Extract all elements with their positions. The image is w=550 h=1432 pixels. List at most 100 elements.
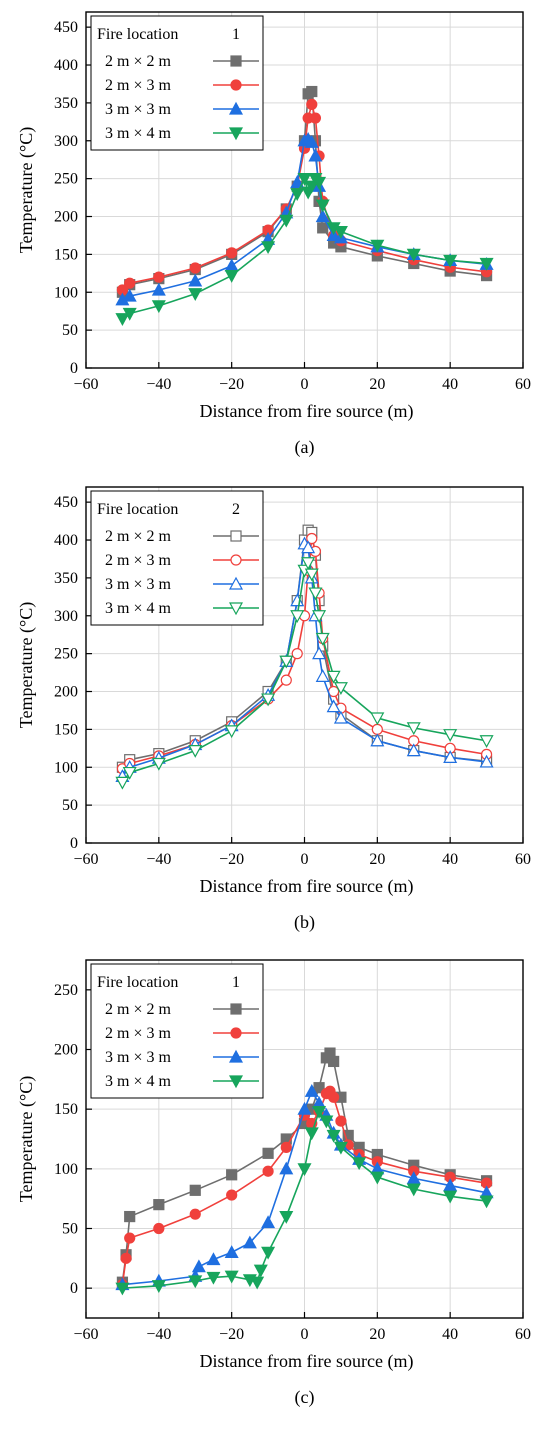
x-tick-label: 60 — [515, 376, 531, 393]
y-tick-label: 250 — [54, 646, 78, 663]
data-point — [333, 682, 348, 695]
data-point — [290, 188, 305, 202]
data-point — [191, 1259, 206, 1273]
y-tick-label: 250 — [54, 982, 78, 999]
series-4 — [115, 173, 494, 327]
series-line — [121, 103, 487, 291]
legend-entry-label: 3 m × 4 m — [105, 125, 171, 142]
y-tick-label: 200 — [54, 209, 78, 226]
data-point — [443, 1178, 458, 1192]
legend-entry-marker — [228, 576, 244, 590]
legend-entry-marker — [230, 1027, 242, 1039]
legend: Fire location 1 2 m × 2 m 2 m × 3 m 3 m × 3 … — [90, 963, 264, 1099]
data-point — [188, 1275, 203, 1289]
data-point — [333, 710, 348, 724]
panel-caption: (c) — [295, 1387, 315, 1408]
x-axis-title: Distance from fire source (m) — [200, 401, 414, 422]
data-point — [153, 271, 165, 283]
data-point — [115, 776, 130, 790]
x-tick-label: 0 — [301, 851, 309, 868]
data-point — [317, 222, 329, 234]
legend-entry-marker — [230, 530, 242, 542]
data-point — [279, 214, 294, 228]
data-point — [291, 648, 303, 660]
data-point — [370, 239, 385, 253]
data-point — [124, 1210, 136, 1223]
data-point — [406, 722, 421, 736]
data-point — [306, 98, 318, 111]
data-point — [188, 273, 203, 287]
series-4 — [115, 557, 494, 790]
data-point — [250, 1276, 265, 1290]
y-tick-label: 250 — [54, 171, 78, 188]
data-point — [406, 1183, 421, 1197]
y-tick-label: 400 — [54, 532, 78, 549]
y-tick-label: 350 — [54, 570, 78, 587]
x-tick-label: −20 — [219, 1326, 244, 1343]
data-point — [479, 1195, 494, 1209]
data-point — [226, 1189, 238, 1201]
data-point — [151, 300, 166, 314]
data-point — [261, 1246, 276, 1260]
x-tick-label: −60 — [73, 851, 98, 868]
legend-index: 2 — [232, 501, 240, 518]
legend-entry-marker — [228, 1075, 244, 1089]
data-point — [206, 1252, 221, 1266]
data-point — [479, 735, 494, 748]
legend-entry-label: 2 m × 3 m — [105, 1025, 171, 1042]
x-tick-label: 60 — [515, 851, 531, 868]
data-point — [224, 725, 239, 739]
y-tick-label: 450 — [54, 19, 78, 36]
data-point — [479, 754, 494, 768]
x-axis-title: Distance from fire source (m) — [200, 1351, 414, 1372]
data-point — [326, 670, 341, 684]
data-point — [306, 85, 318, 98]
data-point — [304, 1127, 319, 1141]
data-point — [224, 269, 239, 283]
data-point — [312, 1105, 327, 1119]
data-point — [297, 1163, 312, 1177]
data-point — [261, 693, 276, 707]
data-point — [242, 1235, 257, 1249]
data-point — [443, 750, 458, 764]
chart-panel-3: 0 50 100 150 200 250 −60 −40 −20 0 20 40 60 Distance … — [16, 959, 531, 1408]
data-point — [124, 1232, 136, 1244]
data-point — [406, 743, 421, 757]
data-point — [261, 241, 276, 255]
data-point — [115, 313, 130, 327]
x-tick-label: −60 — [73, 376, 98, 393]
data-point — [479, 257, 494, 271]
data-point — [370, 1171, 385, 1185]
data-point — [224, 258, 239, 272]
data-point — [290, 175, 305, 189]
y-tick-label: 100 — [54, 759, 78, 776]
y-tick-label: 150 — [54, 721, 78, 738]
data-point — [301, 557, 316, 570]
y-tick-label: 50 — [62, 797, 78, 814]
y-tick-label: 450 — [54, 494, 78, 511]
legend-index: 1 — [232, 974, 240, 991]
data-point — [224, 1245, 239, 1258]
data-point — [153, 1199, 165, 1211]
legend-entry-marker — [230, 55, 242, 67]
y-tick-label: 400 — [54, 57, 78, 74]
legend-entry-label: 3 m × 3 m — [105, 101, 171, 118]
y-tick-label: 50 — [62, 322, 78, 339]
data-point — [304, 135, 319, 148]
x-tick-label: 40 — [442, 376, 458, 393]
chart-panel-1: 0 50 100 150 200 250 300 350 400 450 −60 −40 −20 0 20 4… — [16, 11, 531, 458]
data-point — [297, 1101, 312, 1115]
data-point — [124, 277, 136, 289]
legend-entry-marker — [228, 602, 244, 616]
y-tick-label: 50 — [62, 1221, 78, 1238]
x-tick-label: −20 — [219, 851, 244, 868]
data-point — [370, 712, 385, 726]
data-point — [262, 1147, 274, 1159]
legend-entry-label: 2 m × 2 m — [105, 528, 171, 545]
y-tick-label: 0 — [70, 1280, 78, 1297]
y-tick-label: 200 — [54, 684, 78, 701]
legend-entry-label: 3 m × 4 m — [105, 1073, 171, 1090]
data-point — [122, 766, 137, 780]
legend-entry-marker — [228, 101, 244, 115]
